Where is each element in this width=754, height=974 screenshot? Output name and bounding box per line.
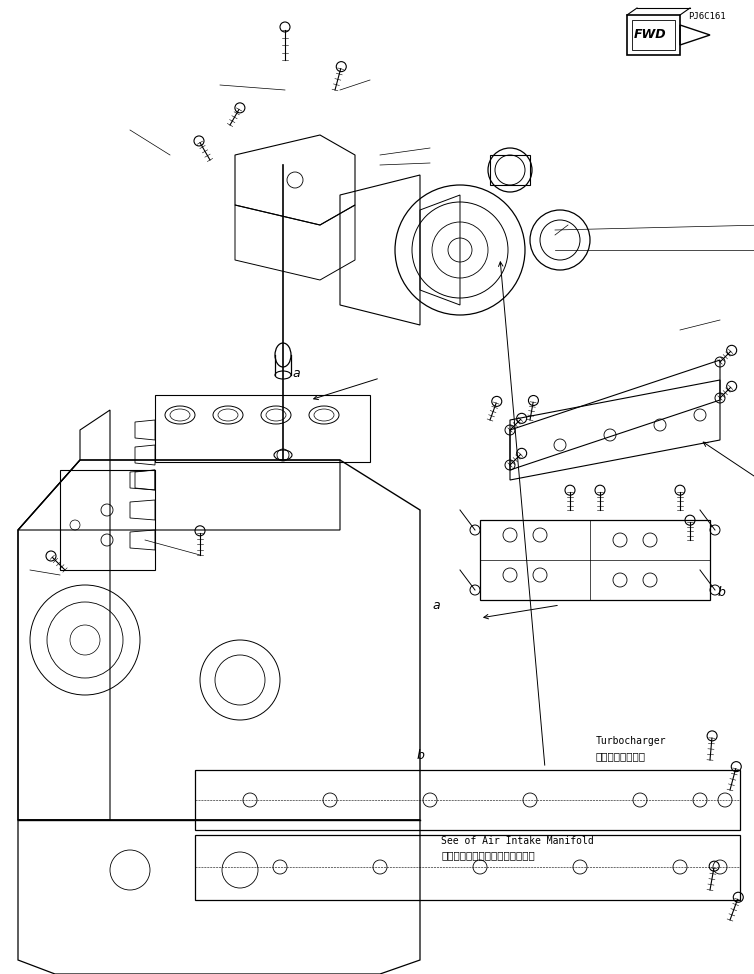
Text: a: a xyxy=(432,599,440,613)
Text: a: a xyxy=(293,366,300,380)
Text: ターボチャージャ: ターボチャージャ xyxy=(596,751,645,761)
Text: FWD: FWD xyxy=(633,28,667,42)
Text: See of Air Intake Manifold: See of Air Intake Manifold xyxy=(441,836,594,845)
Text: PJ6C161: PJ6C161 xyxy=(688,13,725,21)
Text: b: b xyxy=(718,585,725,599)
Text: エアーインテークマニホルド参照: エアーインテークマニホルド参照 xyxy=(441,850,535,860)
Text: Turbocharger: Turbocharger xyxy=(596,736,667,746)
Text: b: b xyxy=(417,749,425,763)
